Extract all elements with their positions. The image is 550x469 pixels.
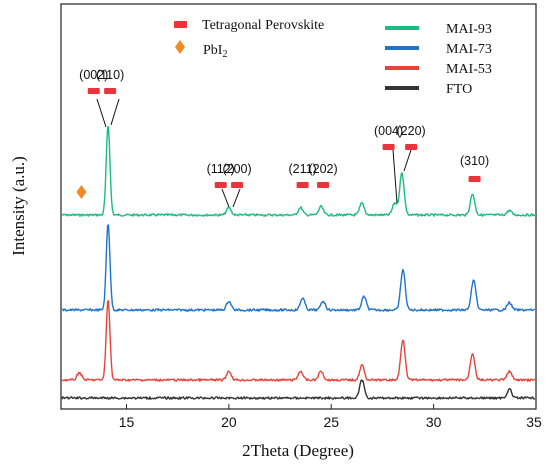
- peak-label: (002): [79, 68, 108, 82]
- tetragonal-peak-marker: [214, 182, 227, 188]
- peak-label: (220): [397, 124, 426, 138]
- legend-label-fto: FTO: [446, 82, 472, 97]
- tetragonal-peak-marker: [296, 182, 309, 188]
- annotation-layer: (002)(110) (112)(200) (211)(202) (004)(220)…: [76, 68, 489, 208]
- pbi2-legend-label: PbI2: [203, 43, 227, 60]
- legend-label-mai-53: MAI-53: [446, 62, 492, 77]
- tetragonal-peak-marker: [87, 88, 100, 94]
- peak-leader-line: [96, 98, 107, 128]
- series-line-mai-53: [61, 300, 536, 382]
- pbi2-label-sub: 2: [222, 49, 227, 60]
- legend-swatch-fto: [385, 86, 419, 90]
- x-tick-label: 30: [426, 414, 442, 430]
- tetragonal-peak-marker: [382, 144, 395, 150]
- legend-swatch-mai-93: [385, 26, 419, 30]
- peak-label: (200): [222, 162, 251, 176]
- peak-label: (112): [207, 162, 235, 176]
- tetragonal-peak-marker: [317, 182, 330, 188]
- peak-leader-line: [221, 188, 230, 208]
- series-line-mai-73: [61, 224, 536, 312]
- series-line-mai-93: [61, 125, 536, 217]
- peak-leader-line: [392, 149, 398, 204]
- series-legend: MAI-93 MAI-73 MAI-53 FTO: [385, 22, 492, 97]
- plot-frame: [60, 3, 537, 410]
- legend-swatch-mai-53: [385, 66, 419, 70]
- tetragonal-peak-marker: [231, 182, 244, 188]
- peak-label: (211): [288, 162, 316, 176]
- tetragonal-legend-label: Tetragonal Perovskite: [202, 18, 324, 33]
- peak-leader-line: [110, 98, 120, 126]
- tetragonal-peak-marker: [104, 88, 117, 94]
- pbi2-peak-marker: [76, 185, 87, 199]
- peak-leader-line: [232, 188, 241, 208]
- peak-label: (202): [308, 162, 337, 176]
- series-line-fto: [61, 379, 536, 400]
- x-axis: 15 20 25 30 35: [119, 404, 542, 430]
- peak-label: (310): [460, 154, 489, 168]
- legend-swatch-mai-73: [385, 46, 419, 50]
- tetragonal-peak-marker: [468, 176, 481, 182]
- tetragonal-legend-marker: [174, 21, 187, 28]
- x-tick-label: 35: [526, 414, 542, 430]
- peak-label: (004): [374, 124, 403, 138]
- series-layer: [61, 125, 536, 400]
- legend-label-mai-93: MAI-93: [446, 22, 492, 37]
- x-tick-label: 20: [221, 414, 237, 430]
- tetragonal-peak-marker: [405, 144, 418, 150]
- peak-label: (110): [96, 68, 124, 82]
- x-tick-label: 25: [323, 414, 339, 430]
- y-axis-title: Intensity (a.u.): [9, 156, 28, 256]
- peak-leader-line: [403, 149, 412, 172]
- pbi2-label-base: PbI: [203, 43, 223, 58]
- legend-label-mai-73: MAI-73: [446, 42, 492, 57]
- marker-legend: Tetragonal Perovskite PbI2: [174, 18, 324, 60]
- pbi2-legend-marker: [175, 40, 185, 54]
- x-axis-title: 2Theta (Degree): [242, 441, 354, 460]
- x-tick-label: 15: [119, 414, 135, 430]
